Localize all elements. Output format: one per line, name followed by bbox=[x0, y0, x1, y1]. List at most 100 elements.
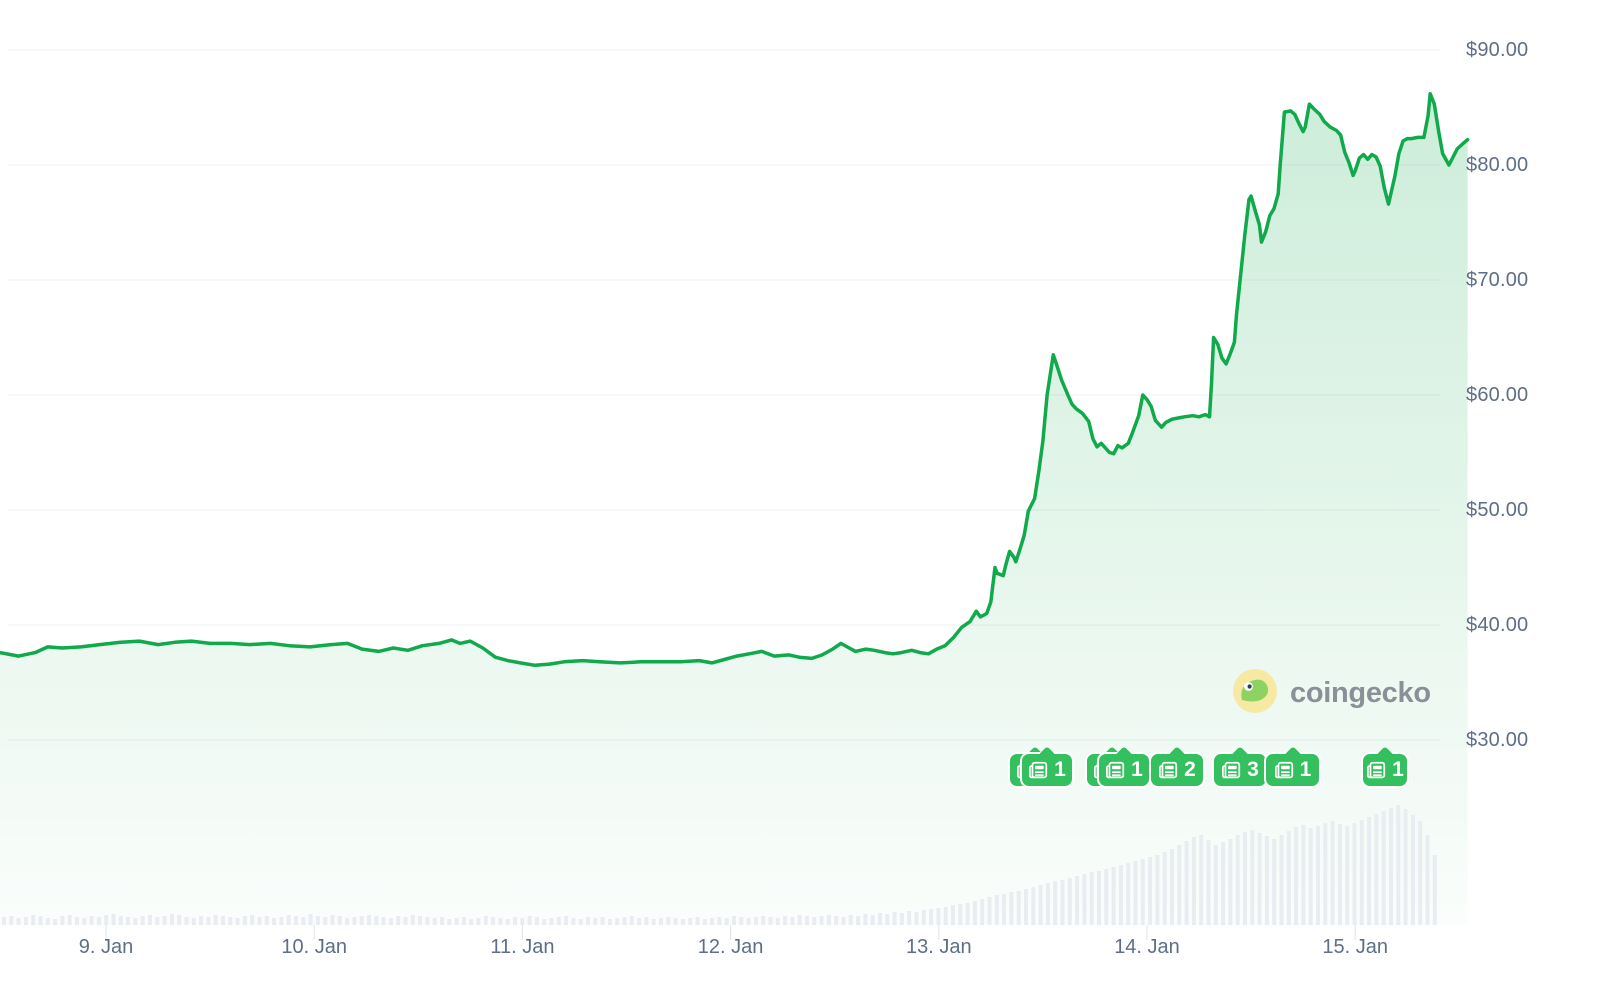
volume-bar bbox=[1352, 823, 1357, 925]
volume-bar bbox=[651, 919, 656, 925]
volume-bars bbox=[2, 805, 1437, 925]
volume-bar bbox=[878, 913, 882, 925]
volume-bar bbox=[943, 907, 948, 925]
volume-bar bbox=[1024, 889, 1028, 925]
volume-bar bbox=[31, 915, 36, 925]
volume-bar bbox=[96, 917, 101, 925]
volume-bar bbox=[1060, 880, 1065, 925]
volume-bar bbox=[870, 915, 875, 925]
volume-bar bbox=[330, 915, 335, 925]
volume-bar bbox=[1250, 830, 1255, 925]
volume-bar bbox=[1038, 885, 1043, 925]
volume-bar bbox=[695, 917, 700, 925]
volume-bar bbox=[53, 919, 58, 925]
volume-bar bbox=[1330, 821, 1335, 925]
volume-bar bbox=[1316, 826, 1320, 925]
volume-bar bbox=[454, 918, 459, 925]
volume-bar bbox=[921, 910, 926, 925]
volume-bar bbox=[133, 918, 138, 925]
volume-bar bbox=[746, 918, 751, 925]
volume-bar bbox=[965, 903, 970, 925]
volume-bar bbox=[308, 914, 313, 925]
volume-bar bbox=[1272, 839, 1277, 925]
volume-bar bbox=[1221, 842, 1226, 925]
y-axis-label: $60.00 bbox=[1466, 384, 1529, 406]
volume-bar bbox=[724, 918, 729, 925]
volume-bar bbox=[1243, 832, 1247, 925]
volume-bar bbox=[169, 914, 174, 925]
volume-bar bbox=[680, 919, 685, 925]
volume-bar bbox=[469, 919, 474, 925]
volume-bar bbox=[264, 916, 269, 925]
y-axis-label: $30.00 bbox=[1466, 729, 1529, 751]
y-axis-label: $90.00 bbox=[1466, 39, 1529, 61]
volume-bar bbox=[644, 917, 649, 925]
volume-bar bbox=[1257, 833, 1262, 925]
volume-bar bbox=[885, 914, 890, 925]
news-count: 1 bbox=[1299, 758, 1312, 781]
news-marker-badge[interactable]: 1 bbox=[1097, 746, 1151, 788]
news-marker-badge[interactable]: 1 bbox=[1020, 746, 1074, 788]
volume-bar bbox=[856, 916, 861, 925]
news-icon bbox=[1029, 761, 1048, 778]
volume-bar bbox=[75, 917, 79, 925]
x-axis-label: 15. Jan bbox=[1322, 936, 1388, 958]
news-icon bbox=[1159, 761, 1178, 778]
volume-bar bbox=[1140, 859, 1145, 925]
volume-bar bbox=[629, 916, 634, 925]
volume-bar bbox=[461, 917, 466, 925]
volume-bar bbox=[177, 915, 182, 925]
volume-bar bbox=[863, 914, 868, 925]
volume-bar bbox=[637, 918, 642, 925]
volume-bar bbox=[542, 919, 547, 925]
volume-bar bbox=[826, 915, 831, 925]
volume-bar bbox=[790, 917, 795, 925]
volume-bar bbox=[520, 918, 525, 925]
volume-bar bbox=[1155, 855, 1160, 925]
volume-bar bbox=[556, 917, 561, 925]
volume-bar bbox=[440, 917, 444, 925]
volume-bar bbox=[615, 918, 620, 925]
volume-bar bbox=[702, 919, 707, 925]
volume-bar bbox=[1162, 852, 1167, 925]
news-count: 3 bbox=[1247, 758, 1259, 781]
volume-bar bbox=[104, 915, 109, 925]
volume-bar bbox=[447, 919, 452, 925]
volume-bar bbox=[1111, 867, 1116, 925]
volume-bar bbox=[549, 918, 554, 925]
volume-bar bbox=[425, 917, 430, 925]
volume-bar bbox=[622, 917, 627, 925]
volume-bar bbox=[1118, 865, 1123, 925]
news-icon bbox=[1274, 761, 1293, 778]
price-area-fill bbox=[0, 93, 1468, 925]
volume-bar bbox=[936, 908, 941, 925]
volume-bar bbox=[367, 915, 371, 925]
volume-bar bbox=[162, 916, 167, 925]
news-marker-badge[interactable]: 2 bbox=[1149, 746, 1205, 788]
news-icon bbox=[1222, 761, 1241, 778]
volume-bar bbox=[914, 912, 919, 925]
volume-bar bbox=[199, 916, 204, 925]
volume-bar bbox=[410, 915, 415, 925]
news-marker-badge[interactable]: 3 bbox=[1212, 746, 1268, 788]
volume-bar bbox=[45, 918, 50, 925]
volume-bar bbox=[1264, 836, 1269, 925]
volume-bar bbox=[2, 917, 6, 925]
volume-bar bbox=[286, 915, 291, 925]
news-marker-badge[interactable]: 1 bbox=[1361, 746, 1409, 788]
news-marker-badge[interactable]: 1 bbox=[1264, 746, 1321, 788]
volume-bar bbox=[1359, 820, 1364, 925]
volume-bar bbox=[987, 897, 992, 925]
volume-bar bbox=[907, 911, 912, 925]
volume-bar bbox=[739, 917, 744, 925]
volume-bar bbox=[834, 916, 839, 925]
volume-bar bbox=[272, 918, 277, 925]
volume-bar bbox=[775, 918, 780, 925]
volume-bar bbox=[972, 901, 977, 925]
volume-bar bbox=[89, 916, 94, 925]
volume-bar bbox=[337, 916, 342, 925]
volume-bar bbox=[1403, 809, 1408, 925]
x-axis-label: 10. Jan bbox=[281, 936, 347, 958]
volume-bar bbox=[892, 912, 897, 925]
